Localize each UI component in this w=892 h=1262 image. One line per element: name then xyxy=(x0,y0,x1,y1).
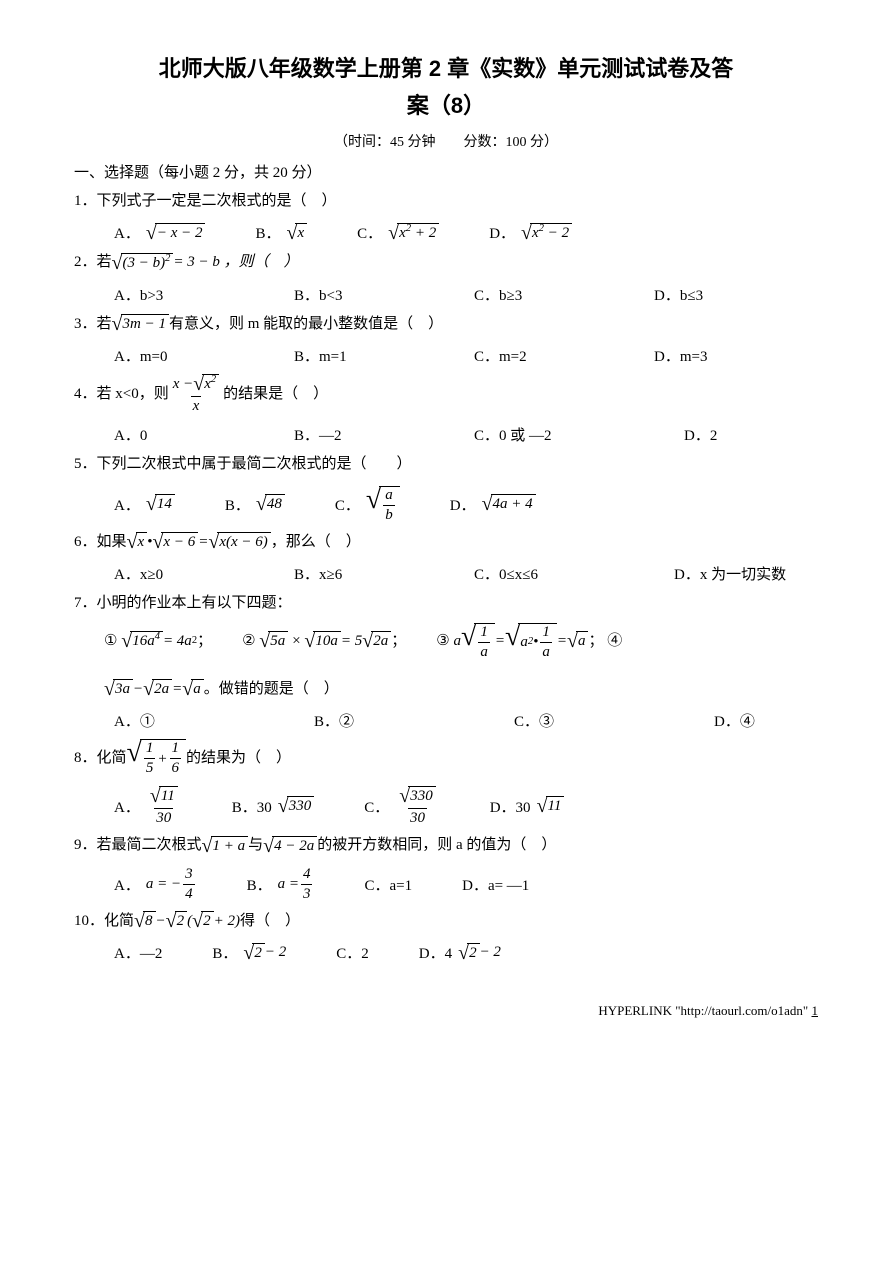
q4-option-d: D．2 xyxy=(684,424,717,445)
q10-option-b: B． √2 − 2 xyxy=(212,942,286,963)
circled-1: ① xyxy=(104,630,121,653)
q5-option-b: B． √48 xyxy=(225,494,285,515)
q2-options: A．b>3 B．b<3 C．b≥3 D．b≤3 xyxy=(114,284,818,305)
q6-options: A．x≥0 B．x≥6 C．0≤x≤6 D．x 为一切实数 xyxy=(114,563,818,584)
q1-option-b: B． √x xyxy=(255,222,307,243)
q6-option-d: D．x 为一切实数 xyxy=(674,563,786,584)
footer-hyperlink-text: HYPERLINK "http://taourl.com/o1adn" xyxy=(598,1003,811,1018)
q5-option-c: C． √ab xyxy=(335,486,400,523)
q6-option-b: B．x≥6 xyxy=(294,563,424,584)
q8-option-c: C． √33030 xyxy=(364,786,440,826)
circled-2: ② xyxy=(242,630,259,653)
q1-options: A． √− x − 2 B． √x C． √x2 + 2 D． √x2 − 2 xyxy=(114,222,818,243)
q10-option-a: A．―2 xyxy=(114,942,162,963)
q1-option-a: A． √− x − 2 xyxy=(114,222,205,243)
q9-option-c: C．a=1 xyxy=(364,874,412,895)
q8-option-b: B．30 √330 xyxy=(232,796,315,817)
q10-options: A．―2 B． √2 − 2 C．2 D．4 √2 − 2 xyxy=(114,942,818,963)
q9-options: A． a = − 34 B． a = 43 C．a=1 D．a= ―1 xyxy=(114,867,818,902)
question-1: 1．下列式子一定是二次根式的是（ ） xyxy=(74,190,818,213)
q8-option-a: A． √1130 xyxy=(114,786,182,826)
question-7: 7．小明的作业本上有以下四题： xyxy=(74,592,818,615)
q3-option-b: B．m=1 xyxy=(294,345,424,366)
q9-option-b: B． a = 43 xyxy=(247,867,315,902)
q5-options: A． √14 B． √48 C． √ab D． √4a + 4 xyxy=(114,486,818,523)
question-8: 8．化简 √ 15 + 16 的结果为（ ） xyxy=(74,739,818,776)
footer-page-link[interactable]: 1 xyxy=(812,1003,819,1018)
q9-option-a: A． a = − 34 xyxy=(114,867,197,902)
q4-option-b: B．―2 xyxy=(294,424,424,445)
q10-option-c: C．2 xyxy=(336,942,369,963)
q7-option-c: C．③ xyxy=(514,710,664,731)
question-3: 3．若 √3m − 1 有意义，则 m 能取的最小整数值是（ ） xyxy=(74,313,818,336)
question-4: 4．若 x<0，则 x − √x2 x 的结果是（ ） xyxy=(74,374,818,414)
question-2: 2．若 √(3 − b)2 = 3 − b ，则（ ） xyxy=(74,251,818,274)
question-5: 5．下列二次根式中属于最简二次根式的是（ ） xyxy=(74,453,818,476)
question-10: 10．化简 √8 − √2 ( √2 + 2) 得（ ） xyxy=(74,910,818,933)
q6-option-a: A．x≥0 xyxy=(114,563,244,584)
q4-options: A．0 B．―2 C．0 或 ―2 D．2 xyxy=(114,424,818,445)
q5-option-a: A． √14 xyxy=(114,494,175,515)
footer: HYPERLINK "http://taourl.com/o1adn" 1 xyxy=(74,1003,818,1019)
q3-option-d: D．m=3 xyxy=(654,345,707,366)
q2-option-b: B．b<3 xyxy=(294,284,424,305)
title-line2: 案（8） xyxy=(407,93,485,118)
q7-option-b: B．② xyxy=(314,710,464,731)
q7-parts-row1: ① √16a4 = 4a2 ； ② √5a × √10a = 5 √2a ； ③… xyxy=(104,623,818,660)
q8-options: A． √1130 B．30 √330 C． √33030 D．30 √11 xyxy=(114,786,818,826)
circled-3: ③ xyxy=(436,630,453,653)
question-6: 6．如果 √x • √x − 6 = √x(x − 6) ，那么（ ） xyxy=(74,531,818,554)
q7-options: A．① B．② C．③ D．④ xyxy=(114,710,818,731)
q6-option-c: C．0≤x≤6 xyxy=(474,563,624,584)
q2-option-c: C．b≥3 xyxy=(474,284,604,305)
q7-option-a: A．① xyxy=(114,710,264,731)
q4-option-c: C．0 或 ―2 xyxy=(474,424,634,445)
q7-option-d: D．④ xyxy=(714,710,755,731)
q7-parts-row2: √3a − √2a = √a 。做错的题是（ ） xyxy=(104,678,818,701)
question-9: 9．若最简二次根式 √1 + a 与 √4 − 2a 的被开方数相同，则 a 的… xyxy=(74,834,818,857)
q3-option-c: C．m=2 xyxy=(474,345,604,366)
q8-option-d: D．30 √11 xyxy=(490,796,565,817)
q1-option-c: C． √x2 + 2 xyxy=(357,222,439,243)
q4-option-a: A．0 xyxy=(114,424,244,445)
q2-option-a: A．b>3 xyxy=(114,284,244,305)
section-1-heading: 一、选择题（每小题 2 分，共 20 分） xyxy=(74,161,818,182)
page: 北师大版八年级数学上册第 2 章《实数》单元测试试卷及答 案（8） （时间：45… xyxy=(0,0,892,1049)
q2-option-d: D．b≤3 xyxy=(654,284,703,305)
subtitle: （时间：45 分钟 分数：100 分） xyxy=(74,131,818,151)
q3-options: A．m=0 B．m=1 C．m=2 D．m=3 xyxy=(114,345,818,366)
q1-stem: 1．下列式子一定是二次根式的是（ ） xyxy=(74,193,337,209)
document-title: 北师大版八年级数学上册第 2 章《实数》单元测试试卷及答 案（8） xyxy=(74,50,818,125)
q3-option-a: A．m=0 xyxy=(114,345,244,366)
q9-option-d: D．a= ―1 xyxy=(462,874,529,895)
title-line1: 北师大版八年级数学上册第 2 章《实数》单元测试试卷及答 xyxy=(159,56,733,81)
q10-option-d: D．4 √2 − 2 xyxy=(419,942,501,963)
q5-option-d: D． √4a + 4 xyxy=(450,494,536,515)
q1-option-d: D． √x2 − 2 xyxy=(489,222,572,243)
